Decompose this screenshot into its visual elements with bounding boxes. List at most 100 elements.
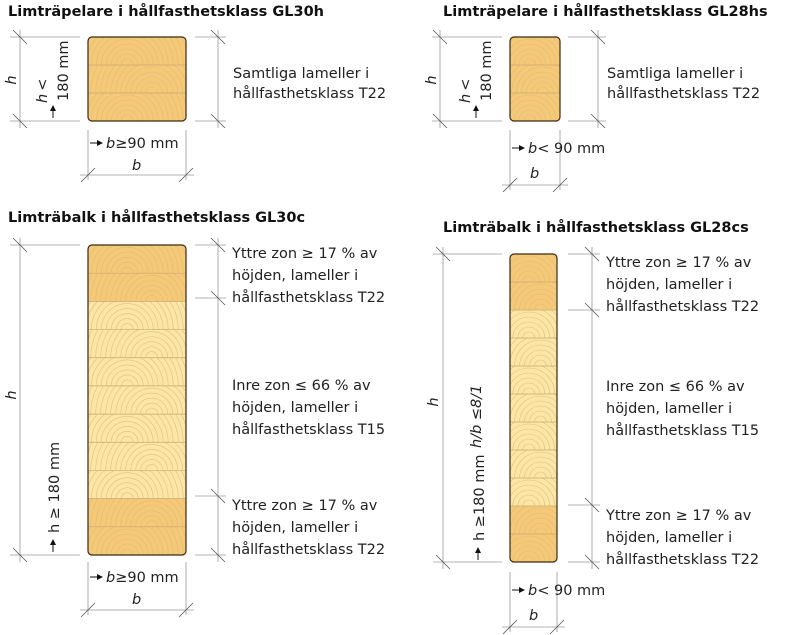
panel-gl30h: Limträpelare i hållfasthetsklass GL30h h… bbox=[4, 3, 386, 183]
outer-zone-lamella bbox=[510, 534, 557, 562]
column-cross-section bbox=[87, 36, 187, 122]
h-condition-value: 180 mm bbox=[56, 40, 72, 101]
inner-zone-lamella bbox=[88, 442, 186, 471]
inner-zone-lamella bbox=[510, 422, 557, 450]
h-condition-value: 180 mm bbox=[479, 40, 495, 101]
wood-grain bbox=[510, 254, 557, 282]
zone-text: hållfasthetsklass T15 bbox=[232, 421, 385, 438]
beam-cross-section bbox=[509, 253, 558, 563]
outer-zone-lamella bbox=[88, 526, 186, 555]
beam-cross-section bbox=[87, 244, 187, 556]
inner-zone-lamella bbox=[88, 357, 186, 386]
h-condition: h ≥ 180 mm bbox=[47, 442, 63, 533]
panel-gl30c: Limträbalk i hållfasthetsklass GL30c h h… bbox=[4, 209, 385, 618]
wood-grain bbox=[510, 506, 557, 534]
zone-text: hållfasthetsklass T22 bbox=[233, 85, 386, 102]
outer-zone-lamella bbox=[88, 245, 186, 274]
outer-zone-lamella bbox=[88, 273, 186, 302]
outer-zone-lamella bbox=[88, 37, 186, 65]
zone-dimension bbox=[195, 29, 226, 129]
outer-zone-lamella bbox=[510, 282, 557, 310]
h-label: h bbox=[4, 390, 20, 399]
zone-text: höjden, lameller i bbox=[606, 401, 732, 417]
panel-title: Limträbalk i hållfasthetsklass GL28cs bbox=[443, 219, 749, 236]
section-outline bbox=[509, 253, 558, 563]
wood-grain bbox=[510, 366, 557, 394]
b-label: b bbox=[132, 592, 141, 608]
wood-grain bbox=[88, 498, 186, 527]
zone-text: höjden, lameller i bbox=[606, 277, 732, 293]
zone-text: hållfasthetsklass T22 bbox=[606, 298, 759, 315]
zone-text: höjden, lameller i bbox=[232, 520, 358, 536]
wood-grain bbox=[88, 245, 186, 274]
inner-zone-lamella bbox=[510, 450, 557, 478]
column-cross-section bbox=[509, 36, 561, 122]
wood-grain bbox=[88, 273, 186, 302]
panel-title: Limträpelare i hållfasthetsklass GL28hs bbox=[443, 3, 768, 20]
inner-zone-lamella bbox=[88, 385, 186, 415]
panel-gl28hs: Limträpelare i hållfasthetsklass GL28hs … bbox=[424, 3, 768, 193]
wood-grain bbox=[510, 338, 557, 366]
zone-text: Yttre zon ≥ 17 % av bbox=[605, 255, 752, 271]
zone-text: Yttre zon ≥ 17 % av bbox=[605, 508, 752, 524]
zone-dimension bbox=[568, 29, 606, 129]
section-outline bbox=[509, 36, 561, 122]
wood-grain bbox=[88, 357, 186, 386]
zone-text: hållfasthetsklass T15 bbox=[606, 422, 759, 439]
zone-text: hållfasthetsklass T22 bbox=[606, 551, 759, 568]
inner-zone-lamella bbox=[510, 394, 557, 422]
height-dimension bbox=[10, 237, 80, 563]
height-dimension bbox=[10, 29, 80, 129]
inner-zone-lamella bbox=[510, 338, 557, 366]
wood-grain bbox=[88, 65, 186, 93]
wood-grain bbox=[88, 301, 186, 330]
outer-zone-lamella bbox=[510, 506, 557, 534]
zone-dimension bbox=[195, 237, 226, 563]
outer-zone-lamella bbox=[88, 65, 186, 93]
h-label: h bbox=[424, 75, 440, 84]
b-label: b bbox=[529, 608, 538, 624]
inner-zone-lamella bbox=[510, 366, 557, 394]
zone-text: höjden, lameller i bbox=[232, 268, 358, 284]
wood-grain bbox=[88, 37, 186, 65]
zone-text: hållfasthetsklass T22 bbox=[607, 85, 760, 102]
width-dimension bbox=[80, 562, 194, 618]
width-dimension bbox=[502, 572, 565, 635]
outer-zone-lamella bbox=[88, 93, 186, 121]
b-label: b bbox=[530, 166, 539, 182]
wood-grain bbox=[88, 414, 186, 443]
h-label: h bbox=[4, 75, 20, 84]
h-label: h bbox=[426, 397, 442, 406]
zone-text: höjden, lameller i bbox=[232, 400, 358, 416]
b-label: b bbox=[132, 158, 141, 174]
zone-text: Inre zon ≤ 66 % av bbox=[232, 378, 371, 394]
zone-text: Inre zon ≤ 66 % av bbox=[606, 379, 745, 395]
h-condition: h ≥180 mm bbox=[472, 455, 488, 541]
wood-grain bbox=[88, 385, 186, 415]
wood-grain bbox=[510, 310, 557, 338]
outer-zone-lamella bbox=[510, 93, 560, 121]
inner-zone-lamella bbox=[88, 329, 186, 358]
wood-grain bbox=[88, 442, 186, 471]
width-dimension bbox=[502, 130, 568, 193]
zone-text: hållfasthetsklass T22 bbox=[232, 289, 385, 306]
section-outline bbox=[87, 244, 187, 556]
wood-grain bbox=[510, 37, 560, 65]
zone-text: Yttre zon ≥ 17 % av bbox=[231, 498, 378, 514]
section-outline bbox=[87, 36, 187, 122]
inner-zone-lamella bbox=[510, 478, 557, 506]
wood-grain bbox=[510, 394, 557, 422]
b-condition: b≥90 mm bbox=[106, 136, 179, 152]
zone-text: Yttre zon ≥ 17 % av bbox=[231, 246, 378, 262]
b-condition: b< 90 mm bbox=[528, 583, 605, 599]
wood-grain bbox=[510, 282, 557, 310]
outer-zone-lamella bbox=[510, 65, 560, 93]
h-condition: h< bbox=[35, 79, 51, 103]
outer-zone-lamella bbox=[510, 37, 560, 65]
outer-zone-lamella bbox=[88, 498, 186, 527]
hb-ratio-condition: h/b ≤8/1 bbox=[469, 385, 485, 448]
inner-zone-lamella bbox=[88, 470, 186, 499]
inner-zone-lamella bbox=[88, 414, 186, 443]
h-condition: h< bbox=[458, 79, 474, 103]
